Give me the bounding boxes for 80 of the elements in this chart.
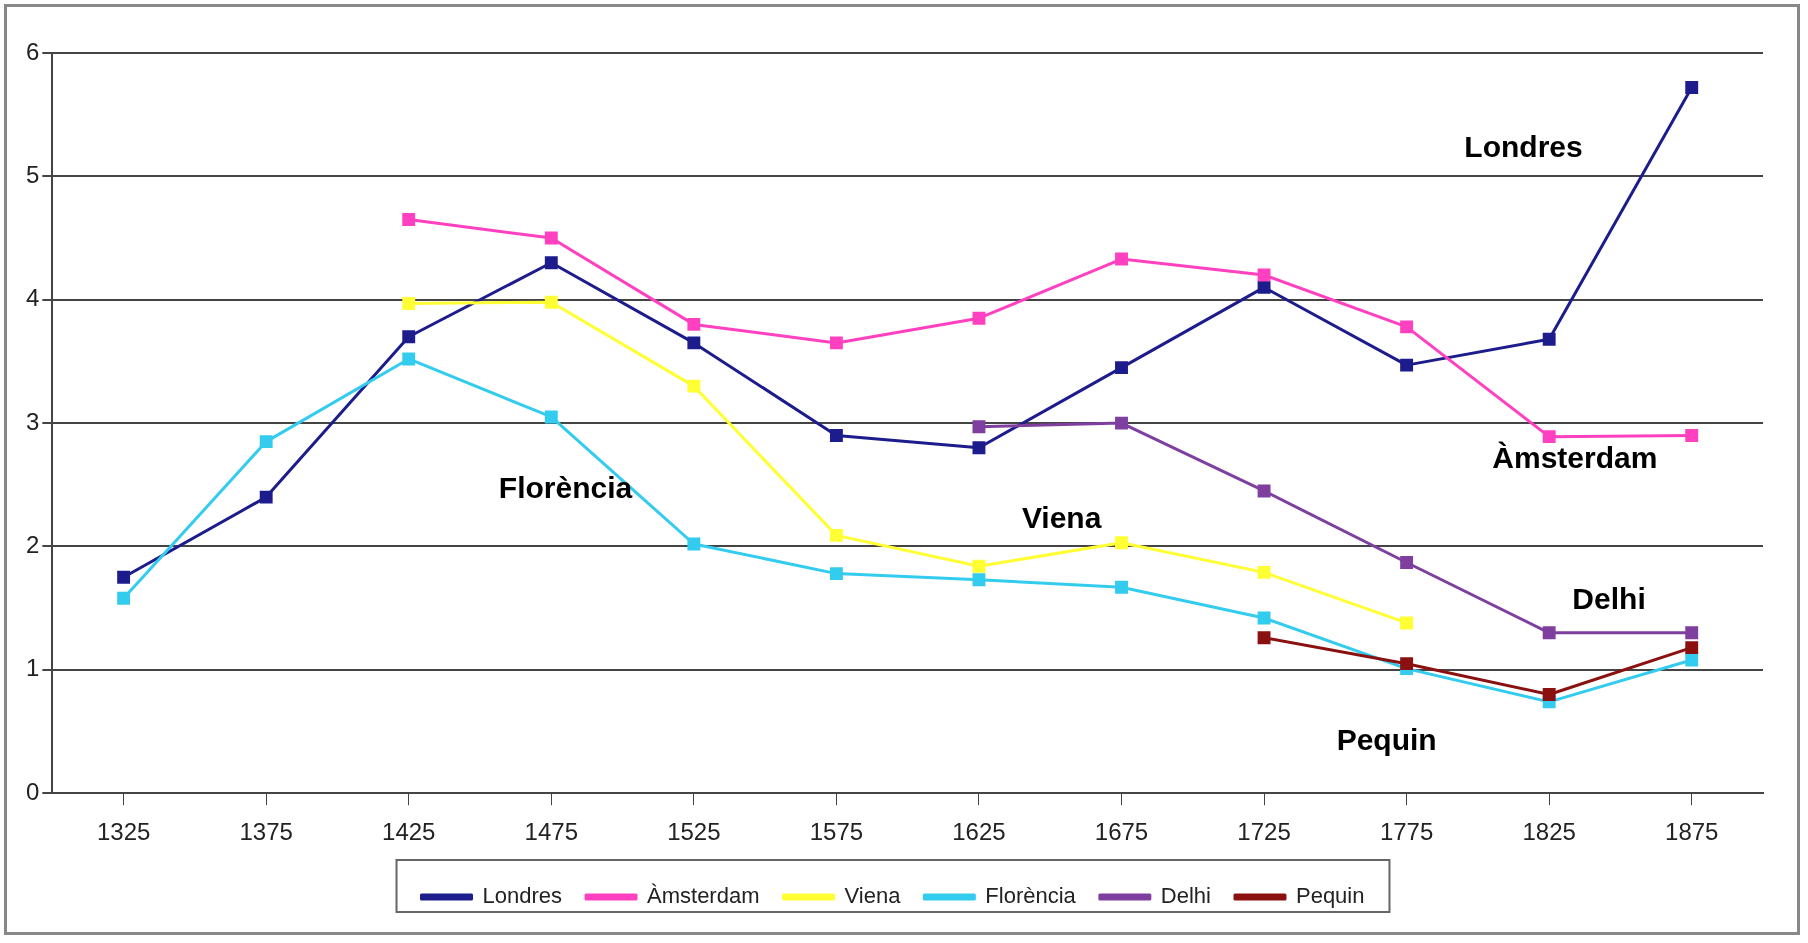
- point: [1257, 280, 1271, 294]
- annotation: Florència: [498, 470, 633, 504]
- point: [1400, 616, 1414, 630]
- point: [259, 490, 273, 504]
- point: [1115, 536, 1128, 550]
- x-tick-label: 1825: [1522, 818, 1576, 846]
- x-tick-label: 1775: [1379, 818, 1434, 846]
- point: [544, 410, 558, 424]
- point: [1115, 580, 1128, 594]
- x-tick-label: 1875: [1665, 818, 1719, 846]
- annotation: Pequin: [1336, 722, 1437, 756]
- x-tick-label: 1475: [524, 818, 578, 846]
- legend-label: Pequin: [1295, 883, 1365, 909]
- annotation: Àmsterdam: [1492, 441, 1658, 475]
- point: [1542, 626, 1556, 640]
- point: [972, 559, 986, 573]
- point: [1400, 358, 1414, 372]
- point: [1400, 657, 1414, 671]
- point: [1257, 484, 1271, 498]
- x-tick-label: 1625: [952, 818, 1006, 846]
- point: [1685, 81, 1699, 94]
- point: [829, 428, 843, 442]
- x-tick-label: 1675: [1094, 818, 1149, 846]
- y-tick-label: 3: [25, 407, 40, 435]
- legend-label: Florència: [985, 883, 1077, 909]
- annotation: Londres: [1464, 130, 1583, 164]
- point: [1257, 268, 1271, 282]
- point: [972, 573, 986, 587]
- point: [1400, 556, 1414, 569]
- point: [117, 591, 131, 605]
- y-tick-label: 6: [25, 37, 40, 65]
- point: [829, 567, 843, 581]
- legend-label: Delhi: [1160, 883, 1211, 909]
- point: [1542, 688, 1556, 701]
- point: [1400, 320, 1414, 334]
- point: [544, 295, 558, 309]
- point: [1257, 631, 1271, 645]
- point: [402, 213, 416, 226]
- point: [1257, 565, 1271, 579]
- legend-label: Viena: [844, 883, 902, 909]
- point: [544, 256, 558, 270]
- point: [1685, 653, 1699, 667]
- legend-label: Àmsterdam: [647, 883, 760, 909]
- point: [402, 352, 416, 366]
- point: [1115, 361, 1128, 375]
- point: [1115, 252, 1128, 266]
- legend-label: Londres: [482, 883, 563, 909]
- point: [117, 570, 131, 584]
- point: [1115, 416, 1128, 430]
- y-tick-label: 5: [25, 160, 40, 188]
- y-tick-label: 0: [25, 777, 40, 805]
- annotation: Viena: [1021, 500, 1102, 534]
- annotation: Delhi: [1572, 582, 1646, 616]
- y-tick-label: 1: [25, 654, 40, 682]
- point: [972, 311, 986, 325]
- point: [402, 296, 416, 310]
- point: [1542, 332, 1556, 346]
- point: [402, 330, 416, 344]
- point: [544, 231, 558, 245]
- point: [687, 537, 701, 551]
- point: [829, 336, 843, 350]
- x-tick-label: 1575: [809, 818, 864, 846]
- x-tick-label: 1725: [1237, 818, 1291, 846]
- y-tick-label: 4: [25, 284, 40, 312]
- point: [1685, 641, 1699, 655]
- point: [259, 435, 273, 449]
- x-tick-label: 1375: [239, 818, 293, 846]
- point: [829, 528, 843, 542]
- point: [687, 336, 701, 350]
- point: [687, 379, 701, 393]
- point: [687, 317, 701, 331]
- point: [1685, 626, 1699, 640]
- point: [972, 441, 986, 455]
- point: [972, 420, 986, 434]
- x-tick-label: 1525: [667, 818, 721, 846]
- x-tick-label: 1325: [96, 818, 151, 846]
- y-tick-label: 2: [25, 531, 40, 559]
- point: [1685, 428, 1699, 442]
- point: [1257, 611, 1271, 625]
- x-tick-label: 1425: [382, 818, 436, 846]
